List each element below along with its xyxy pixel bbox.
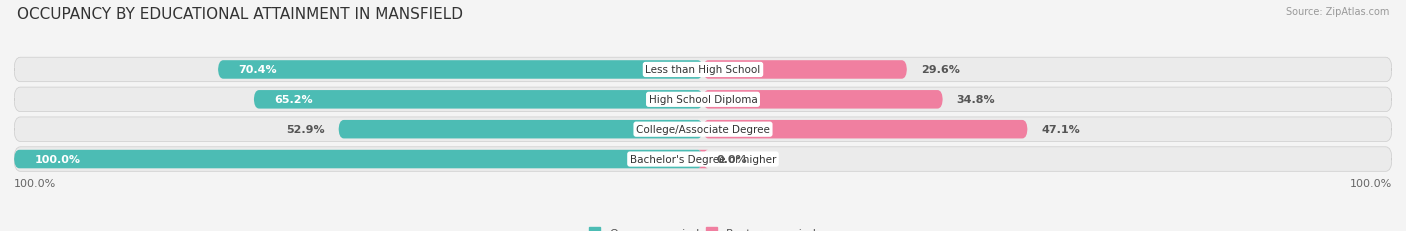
Text: Bachelor's Degree or higher: Bachelor's Degree or higher <box>630 154 776 164</box>
FancyBboxPatch shape <box>703 91 943 109</box>
Text: OCCUPANCY BY EDUCATIONAL ATTAINMENT IN MANSFIELD: OCCUPANCY BY EDUCATIONAL ATTAINMENT IN M… <box>17 7 463 22</box>
Text: Source: ZipAtlas.com: Source: ZipAtlas.com <box>1285 7 1389 17</box>
FancyBboxPatch shape <box>703 120 1028 139</box>
Text: 70.4%: 70.4% <box>239 65 277 75</box>
Text: High School Diploma: High School Diploma <box>648 95 758 105</box>
Text: 47.1%: 47.1% <box>1042 125 1080 135</box>
Text: 65.2%: 65.2% <box>274 95 314 105</box>
Text: Less than High School: Less than High School <box>645 65 761 75</box>
FancyBboxPatch shape <box>339 120 703 139</box>
Text: 29.6%: 29.6% <box>921 65 959 75</box>
Text: 100.0%: 100.0% <box>1350 179 1392 189</box>
Text: 34.8%: 34.8% <box>956 95 995 105</box>
Text: 52.9%: 52.9% <box>287 125 325 135</box>
FancyBboxPatch shape <box>14 58 1392 82</box>
Text: College/Associate Degree: College/Associate Degree <box>636 125 770 135</box>
FancyBboxPatch shape <box>14 150 703 169</box>
FancyBboxPatch shape <box>218 61 703 79</box>
FancyBboxPatch shape <box>703 61 907 79</box>
FancyBboxPatch shape <box>697 150 709 169</box>
FancyBboxPatch shape <box>14 147 1392 172</box>
FancyBboxPatch shape <box>14 117 1392 142</box>
Text: 100.0%: 100.0% <box>35 154 80 164</box>
Text: 0.0%: 0.0% <box>717 154 748 164</box>
Legend: Owner-occupied, Renter-occupied: Owner-occupied, Renter-occupied <box>585 223 821 231</box>
FancyBboxPatch shape <box>14 88 1392 112</box>
FancyBboxPatch shape <box>254 91 703 109</box>
Text: 100.0%: 100.0% <box>14 179 56 189</box>
